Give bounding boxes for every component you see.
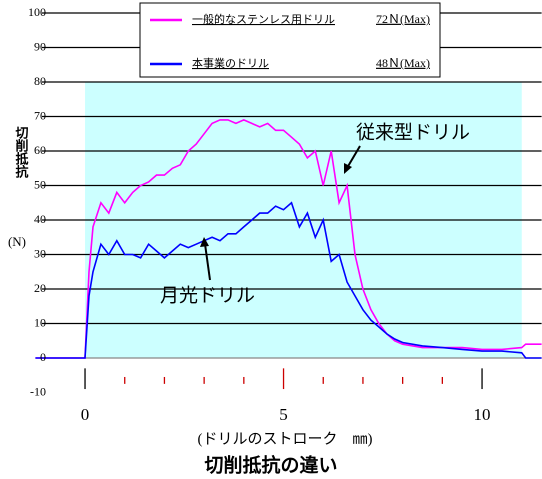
series-line — [35, 119, 542, 359]
annotation-arrow — [204, 243, 211, 281]
annotation: 従来型ドリル — [356, 122, 470, 144]
y-tick-label: -10 — [30, 384, 46, 398]
legend-value: 72Ｎ(Max) — [376, 12, 430, 26]
x-tick-label: 5 — [279, 405, 288, 424]
y-tick-label: 40 — [34, 212, 46, 226]
legend-label: 一般的なステンレス用ドリル — [192, 12, 335, 26]
chart-title: 切削抵抗の違い — [204, 454, 337, 477]
y-tick-label: 10 — [34, 315, 46, 329]
y-tick-label: 80 — [34, 74, 46, 88]
annotation: 月光ドリル — [160, 285, 255, 307]
x-tick-label: 0 — [81, 405, 90, 424]
legend-box — [139, 2, 441, 78]
y-tick-label: 0 — [40, 350, 46, 364]
y-tick-label: 70 — [34, 108, 46, 122]
legend-label: 本事業のドリル — [192, 56, 269, 70]
x-axis-label: (ドリルのストローク ㎜) — [198, 430, 373, 447]
y-tick-label: 20 — [34, 281, 46, 295]
y-axis-label: 切削抵抗 — [13, 126, 29, 179]
overlay-layer: -10 0 10 20 30 40 50 60 70 80 90 100 0 5 10 一般的なステンレス用ド… — [28, 5, 491, 424]
y-tick-label: 60 — [34, 143, 46, 157]
legend-value: 48Ｎ(Max) — [376, 56, 430, 70]
y-tick-label: 90 — [34, 39, 46, 53]
y-tick-label: 30 — [34, 246, 46, 260]
series-line — [35, 201, 542, 359]
y-tick-label: 100 — [28, 5, 46, 19]
annotation-arrow — [346, 145, 361, 169]
arrow-head — [200, 237, 209, 247]
x-tick-label: 10 — [474, 405, 491, 424]
y-axis-unit: (N) — [8, 234, 26, 249]
arrow-head — [344, 163, 352, 174]
y-tick-label: 50 — [34, 177, 46, 191]
